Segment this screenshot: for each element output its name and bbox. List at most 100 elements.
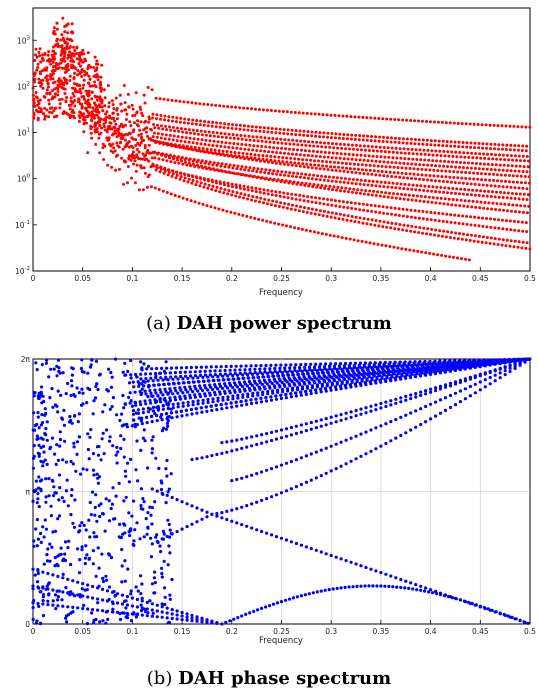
phase-point [40,413,44,417]
power-point [179,116,183,120]
power-point [187,147,191,151]
power-point [223,165,227,169]
phase-point [185,615,189,619]
power-point [427,158,431,162]
power-point [370,145,374,149]
power-point [382,185,386,189]
phase-point [139,504,143,508]
power-point [324,175,327,179]
power-point [113,119,117,123]
phase-point [123,523,127,527]
power-point [434,179,437,183]
power-point [418,177,422,181]
power-point [168,156,171,160]
power-point [469,215,473,219]
power-point [326,179,330,183]
power-point [43,106,47,110]
power-point [381,205,385,209]
power-point [484,178,488,182]
phase-point [75,440,80,444]
power-point [517,240,521,244]
power-point [241,213,245,217]
power-point [501,143,505,147]
phase-point [141,436,145,440]
phase-point [79,472,83,476]
phase-point [404,394,408,398]
phase-point [167,382,171,386]
power-point [401,141,405,145]
power-point [277,155,281,159]
power-point [73,99,77,102]
power-point [177,161,181,165]
power-point [311,149,315,153]
phase-point [186,400,190,404]
power-point [105,130,109,134]
power-point [477,167,481,171]
power-point [165,128,169,132]
power-point [340,161,344,165]
power-point [515,203,519,207]
power-point [422,178,425,182]
power-point [344,236,348,240]
power-point [460,176,464,180]
power-point [143,101,147,105]
power-point [95,105,99,108]
power-point [282,191,286,195]
phase-point [72,441,76,445]
phase-point [169,375,173,379]
power-point [258,190,262,194]
power-point [238,186,242,190]
phase-point [200,517,204,521]
power-point [336,235,340,239]
power-point [376,242,380,246]
power-point [406,162,410,166]
power-point [378,194,382,198]
phase-point [498,376,502,380]
phase-point [126,369,130,373]
phase-point [203,392,207,396]
power-point [449,180,453,184]
power-point [31,86,35,90]
phase-point [51,588,55,592]
power-point [513,186,517,190]
power-point [280,141,284,145]
power-point [130,176,133,180]
phase-point [319,418,323,422]
power-point [342,133,346,136]
phase-point [98,514,102,519]
power-point [216,135,220,139]
power-point [441,144,445,148]
phase-point [111,486,115,490]
phase-point [56,589,60,593]
power-point [170,98,174,102]
power-point [527,204,531,208]
phase-point [132,418,136,422]
power-point [220,162,224,166]
phase-point [146,511,150,515]
phase-point [44,361,49,365]
phase-point [265,371,270,376]
phase-point [127,530,131,534]
phase-point [76,593,80,597]
phase-point [438,387,443,391]
power-point [169,160,173,164]
phase-point [478,380,482,384]
power-point [248,166,252,170]
phase-point [80,587,84,591]
power-point [211,163,215,167]
power-point [456,121,460,125]
phase-point [256,608,260,612]
power-point [258,108,261,111]
power-point [247,134,251,138]
phase-point [129,457,133,461]
power-point [450,230,454,234]
phase-point [503,369,507,373]
phase-point [371,584,375,588]
power-point [264,145,268,149]
power-point [323,141,326,145]
power-point [399,156,403,160]
phase-point [123,469,127,473]
phase-point [314,391,318,395]
power-point [491,201,495,205]
phase-point [31,499,35,503]
